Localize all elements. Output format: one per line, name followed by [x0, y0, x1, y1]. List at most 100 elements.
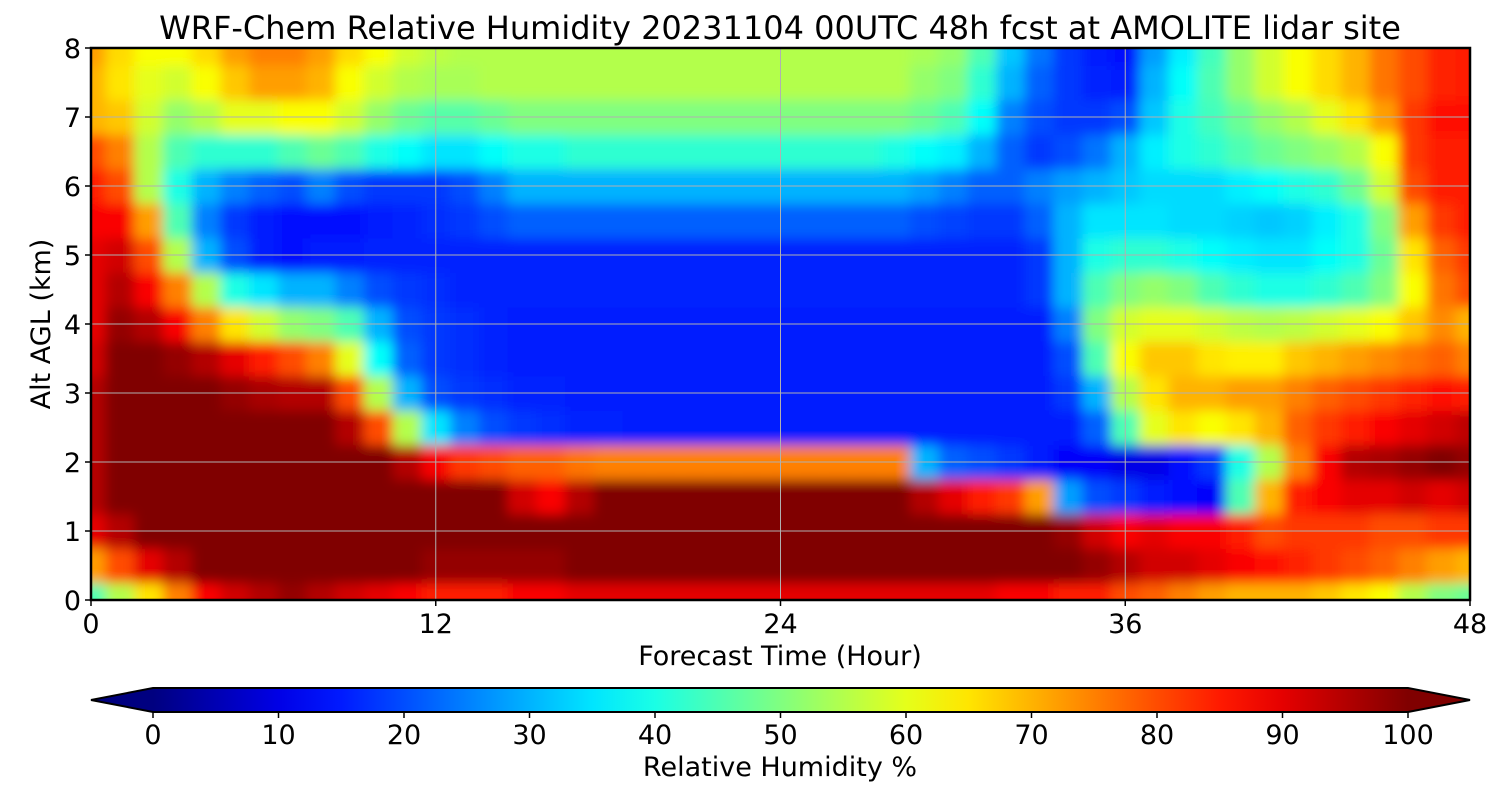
colorbar-tick-label: 0	[144, 720, 161, 751]
heatmap-cell	[593, 203, 624, 239]
heatmap-cell	[1455, 582, 1470, 600]
heatmap-cell	[708, 203, 739, 239]
heatmap-cell	[1369, 582, 1399, 600]
heatmap-cell	[1139, 341, 1169, 377]
colorbar-label: Relative Humidity %	[643, 752, 917, 783]
heatmap-cell	[220, 479, 250, 515]
heatmap-cell	[220, 203, 250, 239]
heatmap-cell	[507, 341, 537, 377]
heatmap-cell	[1398, 203, 1428, 239]
heatmap-cell	[306, 341, 336, 377]
heatmap-cell	[536, 410, 566, 446]
heatmap-cell	[249, 479, 279, 515]
heatmap-cell	[277, 479, 308, 515]
heatmap-cell	[105, 134, 135, 170]
heatmap-cell	[363, 203, 394, 239]
heatmap-cell	[91, 582, 106, 600]
heatmap-cell	[967, 48, 997, 66]
heatmap-cell	[881, 48, 911, 66]
heatmap-cell	[277, 134, 308, 170]
heatmap-cell	[823, 272, 853, 308]
heatmap-cell	[1254, 410, 1284, 446]
heatmap-cell	[1340, 65, 1371, 101]
heatmap-cell	[162, 341, 193, 377]
heatmap-cell	[1139, 48, 1169, 66]
heatmap-cell	[363, 479, 394, 515]
heatmap-cell	[1168, 272, 1198, 308]
heatmap-cell	[1398, 410, 1428, 446]
y-tick-label: 3	[64, 379, 81, 410]
heatmap-cell	[823, 582, 853, 600]
x-axis-label: Forecast Time (Hour)	[638, 641, 922, 672]
heatmap-cell	[565, 203, 595, 239]
heatmap-cell	[1426, 134, 1457, 170]
heatmap-cell	[1053, 134, 1083, 170]
heatmap-cell	[1283, 548, 1313, 584]
heatmap-cell	[1024, 410, 1055, 446]
colorbar-tick-label: 40	[638, 720, 672, 751]
heatmap-cell	[1311, 582, 1342, 600]
heatmap-cell	[335, 272, 365, 308]
heatmap-cell	[593, 479, 624, 515]
heatmap-cell	[1053, 479, 1083, 515]
colorbar: 0 10 20 30 40 50 60 70 80 90 100	[90, 687, 1471, 751]
heatmap-cell	[220, 48, 250, 66]
heatmap-cell	[1254, 341, 1284, 377]
heatmap-cell	[938, 203, 968, 239]
heatmap-cell	[1082, 48, 1112, 66]
heatmap-cell	[478, 410, 509, 446]
heatmap-cell	[679, 479, 710, 515]
heatmap-cell	[1197, 65, 1227, 101]
heatmap-cell	[91, 341, 106, 377]
heatmap-cell	[1426, 548, 1457, 584]
heatmap-cell	[105, 65, 135, 101]
heatmap-cell	[593, 134, 624, 170]
heatmap-cell	[392, 341, 422, 377]
heatmap-cell	[938, 272, 968, 308]
heatmap-cell	[191, 410, 221, 446]
heatmap-cell	[995, 341, 1026, 377]
heatmap-cell	[478, 479, 509, 515]
y-tick-label: 0	[64, 586, 81, 617]
heatmap-cell	[91, 48, 106, 66]
heatmap-cell	[1369, 341, 1399, 377]
heatmap-cell	[679, 272, 710, 308]
heatmap-cell	[622, 410, 652, 446]
heatmap-cell	[1398, 548, 1428, 584]
heatmap-cell	[1283, 203, 1313, 239]
heatmap-cell	[162, 272, 193, 308]
heatmap-cell	[277, 410, 308, 446]
heatmap-cell	[220, 548, 250, 584]
heatmap-cell	[536, 479, 566, 515]
heatmap-cell	[909, 582, 940, 600]
heatmap-cell	[191, 582, 221, 600]
heatmap-cell	[1139, 410, 1169, 446]
heatmap-cell	[450, 48, 480, 66]
heatmap-cell	[593, 272, 624, 308]
heatmap-cell	[794, 134, 825, 170]
heatmap-cell	[450, 410, 480, 446]
plot-gridlines	[91, 48, 1470, 600]
heatmap-cell	[507, 410, 537, 446]
heatmap-cell	[967, 272, 997, 308]
heatmap-cell	[91, 134, 106, 170]
heatmap-cell	[392, 203, 422, 239]
heatmap-cell	[1139, 203, 1169, 239]
heatmap-cell	[306, 48, 336, 66]
heatmap-cell	[1168, 479, 1198, 515]
heatmap-cell	[938, 548, 968, 584]
heatmap-cell	[249, 65, 279, 101]
heatmap-cell	[679, 48, 710, 66]
heatmap-cell	[679, 548, 710, 584]
heatmap-cell	[1168, 410, 1198, 446]
heatmap-cell	[1398, 272, 1428, 308]
heatmap-cell	[737, 134, 767, 170]
heatmap-cell	[909, 341, 940, 377]
heatmap-cell	[1426, 272, 1457, 308]
heatmap-cell	[708, 48, 739, 66]
heatmap-cell	[1082, 582, 1112, 600]
heatmap-cell	[737, 272, 767, 308]
heatmap-cell	[478, 548, 509, 584]
heatmap-cell	[1283, 134, 1313, 170]
heatmap-cell	[651, 203, 681, 239]
